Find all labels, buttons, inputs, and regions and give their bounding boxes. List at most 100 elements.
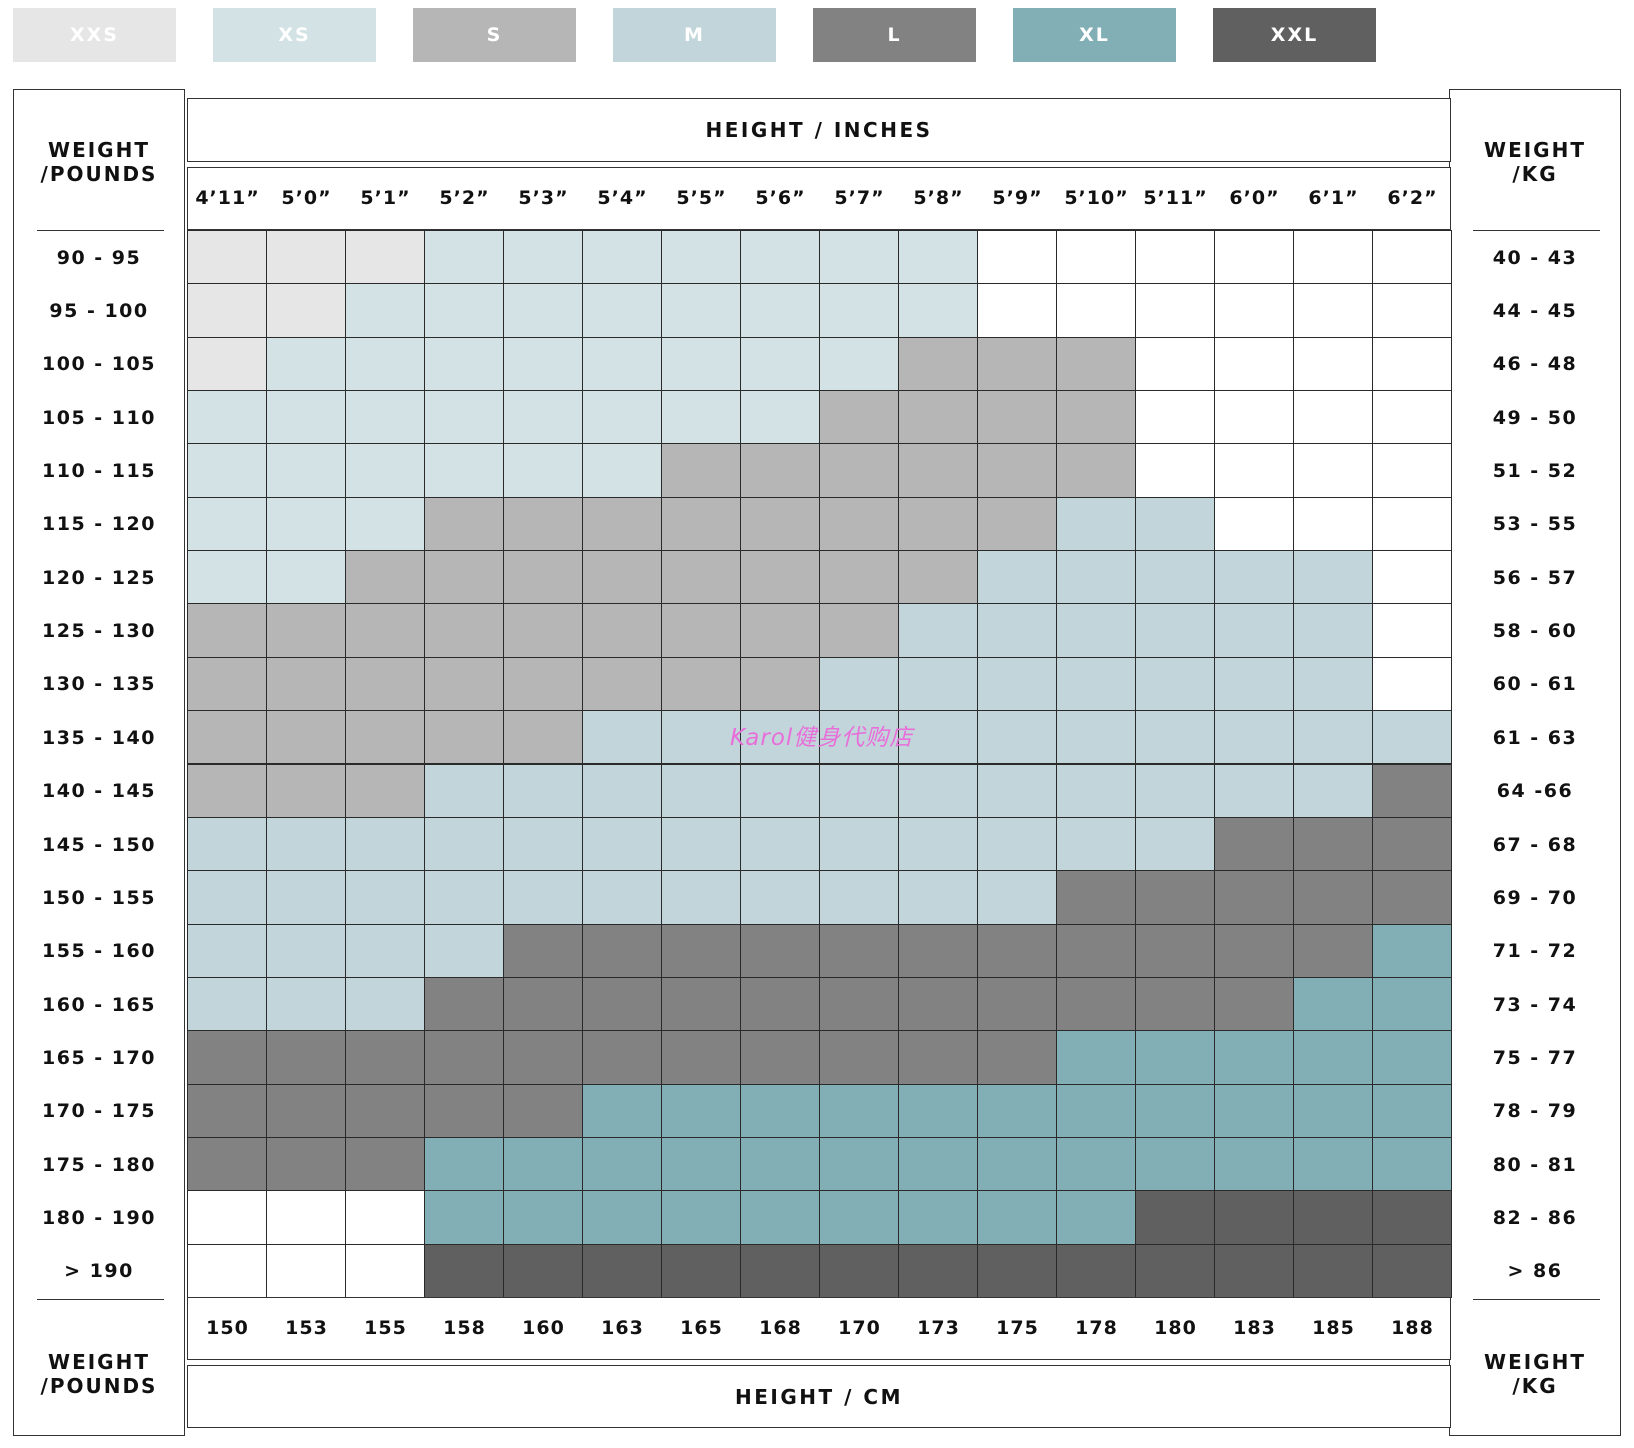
weight-kg-label: 61 - 63	[1492, 726, 1578, 749]
grid-cell	[266, 1030, 346, 1085]
grid-cell	[1372, 443, 1452, 498]
divider	[37, 230, 164, 231]
grid-cell	[266, 1190, 346, 1245]
grid-cell	[266, 1136, 346, 1192]
grid-cell	[1372, 336, 1452, 392]
grid-cell	[582, 1083, 662, 1138]
grid-cell	[582, 1030, 662, 1085]
grid-cell	[1372, 550, 1452, 605]
grid-cell	[1293, 336, 1373, 392]
grid-cell	[187, 1083, 267, 1138]
weight-pounds-label: 170 - 175	[42, 1100, 156, 1123]
grid-cell	[424, 710, 504, 765]
grid-cell	[1214, 1190, 1294, 1245]
grid-cell	[1372, 1190, 1452, 1245]
grid-cell	[1293, 283, 1373, 338]
grid-cell	[1056, 1243, 1136, 1298]
grid-cell	[1214, 550, 1294, 605]
weight-kg-label: 80 - 81	[1492, 1153, 1578, 1176]
grid-cell	[1372, 710, 1452, 765]
grid-cell	[1056, 230, 1136, 285]
grid-cell	[661, 870, 741, 925]
grid-cell	[345, 763, 425, 818]
legend-s: S	[413, 8, 576, 62]
grid-cell	[266, 496, 346, 552]
grid-cell	[898, 603, 978, 658]
grid-cell	[977, 1190, 1057, 1245]
grid-cell	[1372, 923, 1452, 978]
weight-kg-panel: WEIGHT /KG 40 - 43 44 - 45 46 - 48 49 - 50 5…	[1449, 89, 1621, 1436]
grid-cell	[740, 763, 820, 818]
grid-cell	[503, 336, 583, 392]
weight-pounds-label: 150 - 155	[42, 886, 156, 909]
grid-cell	[503, 976, 583, 1032]
grid-cell	[1135, 656, 1215, 712]
grid-cell	[424, 603, 504, 658]
grid-cell	[1056, 1136, 1136, 1192]
grid-cell	[661, 443, 741, 498]
grid-cell	[266, 923, 346, 978]
grid-cell	[424, 763, 504, 818]
grid-cell	[187, 976, 267, 1032]
grid-cell	[661, 656, 741, 712]
grid-cell	[1056, 656, 1136, 712]
grid-cell	[898, 1243, 978, 1298]
grid-cell	[1372, 816, 1452, 872]
grid-cell	[1056, 923, 1136, 978]
grid-cell	[898, 656, 978, 712]
grid-cell	[898, 1190, 978, 1245]
grid-cell	[1214, 230, 1294, 285]
legend-xxl: XXL	[1213, 8, 1376, 62]
grid-cell	[977, 1243, 1057, 1298]
grid-cell	[503, 710, 583, 765]
grid-cell	[1135, 230, 1215, 285]
grid-cell	[345, 283, 425, 338]
grid-cell	[740, 1136, 820, 1192]
legend-l: L	[813, 8, 976, 62]
grid-cell	[266, 1083, 346, 1138]
grid-cell	[1135, 870, 1215, 925]
grid-cell	[1214, 603, 1294, 658]
height-cm-label: 160	[522, 1317, 565, 1339]
watermark: Karol健身代购店	[730, 725, 914, 751]
grid-cell	[1214, 1243, 1294, 1298]
grid-cell	[1135, 603, 1215, 658]
height-cm-label: 168	[759, 1317, 802, 1339]
grid-cell	[503, 1083, 583, 1138]
grid-cell	[187, 870, 267, 925]
grid-cell	[661, 283, 741, 338]
grid-cell	[898, 443, 978, 498]
grid-cell	[977, 230, 1057, 285]
grid-cell	[977, 816, 1057, 872]
grid-cell	[1214, 1030, 1294, 1085]
grid-cell	[977, 656, 1057, 712]
grid-cell	[266, 763, 346, 818]
weight-kg-title-top: WEIGHT /KG	[1484, 138, 1586, 186]
height-inches-label: 5’7”	[834, 187, 885, 209]
grid-cell	[1293, 763, 1373, 818]
height-inches-label: 5’4”	[597, 187, 648, 209]
grid-cell	[819, 976, 899, 1032]
weight-pounds-label: 145 - 150	[42, 833, 156, 856]
grid-cell	[1135, 1243, 1215, 1298]
height-inches-label: 5’11”	[1143, 187, 1208, 209]
height-inches-label: 5’2”	[439, 187, 490, 209]
grid-cell	[1135, 443, 1215, 498]
grid-cell	[582, 870, 662, 925]
grid-cell	[1372, 870, 1452, 925]
height-cm-label: 188	[1391, 1317, 1434, 1339]
grid-cell	[187, 656, 267, 712]
grid-cell	[977, 1083, 1057, 1138]
grid-cell	[424, 230, 504, 285]
grid-cell	[503, 443, 583, 498]
weight-kg-label: 46 - 48	[1492, 353, 1578, 376]
grid-cell	[661, 816, 741, 872]
grid-cell	[345, 230, 425, 285]
grid-cell	[503, 923, 583, 978]
grid-cell	[1214, 656, 1294, 712]
grid-cell	[819, 1190, 899, 1245]
grid-cell	[503, 1190, 583, 1245]
weight-kg-label: 56 - 57	[1492, 566, 1578, 589]
grid-cell	[661, 550, 741, 605]
grid-cell	[187, 1190, 267, 1245]
